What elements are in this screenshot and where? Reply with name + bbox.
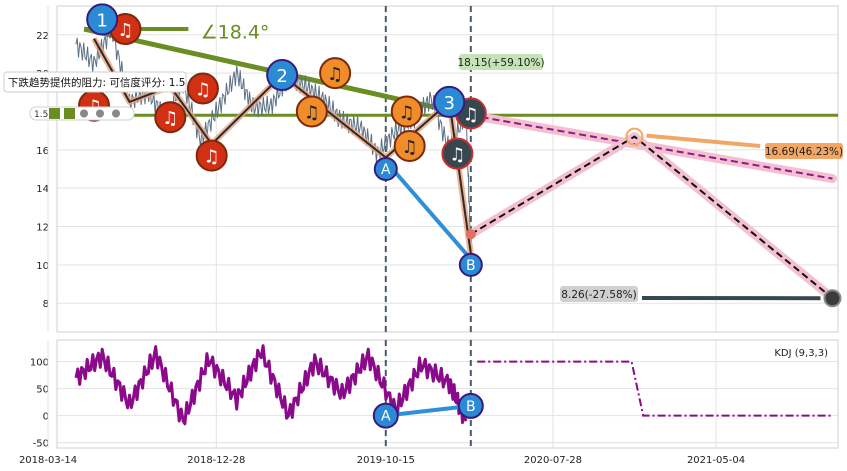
angle-label: ∠18.4° [201,22,270,44]
price-frame [56,5,839,333]
kdj-forecast-line [477,360,833,417]
price-panel: 8101214162022♫♫♫♫♫♫♫♫♫♫♫123AB∠18.4°下跌趋势提… [3,3,843,333]
forecast-path-upper [470,114,833,180]
kdj-background [57,340,838,448]
annotation-target-mid-box [765,143,843,159]
signal-marker-glyph: ♫ [463,104,479,125]
wave-point-marker [373,157,398,181]
signal-marker-glyph: ♫ [402,137,418,158]
signal-marker [195,139,228,172]
resistance-label-text: 下跌趋势提供的阻力: 可信度评分: 1.5 [8,76,185,89]
xtick-label: 2018-12-28 [187,455,245,466]
xtick-label: 2021-05-04 [687,455,745,466]
annotation-target-low-text: 8.26(-27.58%) [561,289,636,301]
signal-marker-glyph: ♫ [204,147,220,168]
price-ytick-label: 22 [36,31,49,42]
annotation-target-upper-text: 18.15(+59.10%) [457,57,544,69]
wave-point-marker [86,3,119,36]
forecast-path-lower [470,135,834,299]
forecast-peak-marker [625,127,644,146]
kdj-panel: -50 0 50 100 2018-03-14 2018-12-28 2019-10-15 2… [19,339,839,466]
badge-icon [49,108,60,119]
kdj-ab-label: B [466,399,476,415]
forecast-start-marker [465,229,476,240]
signal-marker-glyph: ♫ [195,79,211,100]
kdj-line [74,344,468,426]
signal-marker-glyph: ♫ [327,64,343,85]
annotation-arrow [646,133,761,148]
price-ytick-label: 16 [36,146,49,157]
annotation-target-mid-text: 16.69(46.23%) [765,146,843,158]
annotation-target-upper-box [459,54,543,70]
kdj-ytick-label: 0 [43,412,49,423]
badge-row-label: 1.5 [34,110,48,120]
badge-icon [112,109,120,118]
signal-marker [319,57,352,90]
xtick-label: 2020-07-28 [524,455,582,466]
kdj-ab-marker [457,392,484,419]
xtick-label: 2019-10-15 [357,455,415,466]
signal-marker-glyph: ♫ [117,20,133,41]
signal-marker [186,72,219,105]
wave-point-marker [266,59,299,92]
badge-icon [64,108,75,119]
signal-marker-glyph: ♫ [399,102,415,123]
kdj-ytick-label: 50 [36,385,49,396]
kdj-frame [56,339,839,449]
signal-marker [154,101,187,134]
resistance-label-box [3,71,187,93]
signal-marker [295,95,328,128]
forecast-end-marker [823,289,842,308]
wave-point-label: 1 [96,10,107,31]
signal-marker-glyph: ♫ [162,108,178,129]
ab-line [384,160,473,261]
price-ytick-label: 10 [36,261,49,272]
kdj-ab-line [385,403,472,418]
kdj-ab-marker [372,402,399,429]
wave-point-label: B [466,258,476,274]
signal-marker [441,137,474,170]
annotation-target-low-box [560,286,638,302]
kdj-title: KDJ (9,3,3) [774,348,828,359]
wave-point-marker [433,85,466,118]
price-ytick-label: 12 [36,223,49,234]
signal-marker-glyph: ♫ [304,102,320,123]
price-ytick-label: 8 [43,299,49,310]
wave-point-label: 3 [444,93,455,114]
price-ytick-label: 14 [36,184,49,195]
xtick-label: 2018-03-14 [19,455,77,466]
wave-point-label: A [381,162,391,178]
signal-marker [390,95,423,128]
wave-point-marker [458,252,483,277]
price-background [57,6,838,332]
signal-marker-glyph: ♫ [449,145,465,166]
kdj-ytick-label: 100 [30,358,49,369]
badge-icon [80,109,88,118]
kdj-ytick-label: -50 [33,439,49,450]
signal-marker [393,129,426,162]
wave-point-label: 2 [276,66,287,87]
badge-icon [96,109,104,118]
kdj-ab-label: A [381,409,391,425]
